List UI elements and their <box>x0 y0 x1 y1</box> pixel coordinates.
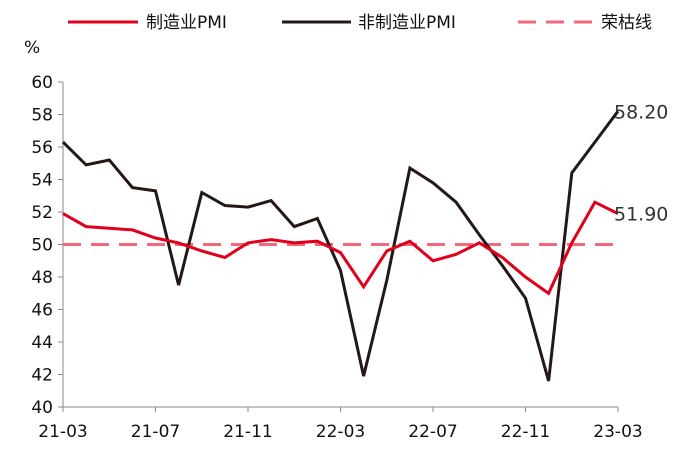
y-tick-label: 58 <box>31 106 53 126</box>
y-tick-label: 44 <box>31 333 53 353</box>
end-label: 58.20 <box>614 101 668 123</box>
series-lines <box>61 110 620 382</box>
axes: 40 42 44 46 48 50 52 54 56 58 60 21-03 21-07 21-11 22-… <box>31 73 642 442</box>
x-tick-label: 22-07 <box>408 422 457 442</box>
x-tick-label: 22-03 <box>316 422 365 442</box>
x-tick-label: 21-11 <box>223 422 272 442</box>
legend-label: 非制造业PMI <box>358 13 456 33</box>
end-label: 51.90 <box>614 204 668 226</box>
end-labels: 58.20 51.90 <box>614 101 668 225</box>
y-tick-label: 54 <box>31 171 53 191</box>
y-tick-label: 52 <box>31 203 53 223</box>
y-tick-label: 40 <box>31 398 53 418</box>
y-tick-label: 60 <box>31 73 53 93</box>
legend-label: 荣枯线 <box>601 13 652 33</box>
y-tick-label: 50 <box>31 236 53 256</box>
legend: 制造业PMI 非制造业PMI 荣枯线 <box>68 13 652 33</box>
x-tick-label: 21-03 <box>38 422 87 442</box>
series-line-1 <box>61 110 620 382</box>
y-tick-label: 48 <box>31 268 53 288</box>
x-tick-label: 21-07 <box>131 422 180 442</box>
y-tick-label: 42 <box>31 366 53 386</box>
y-tick-label: 46 <box>31 301 53 321</box>
y-axis-unit: % <box>24 38 40 58</box>
legend-label: 制造业PMI <box>146 13 227 33</box>
series-line-0 <box>62 200 619 296</box>
x-tick-label: 22-11 <box>501 422 550 442</box>
x-tick-label: 23-03 <box>593 422 642 442</box>
y-tick-label: 56 <box>31 138 53 158</box>
